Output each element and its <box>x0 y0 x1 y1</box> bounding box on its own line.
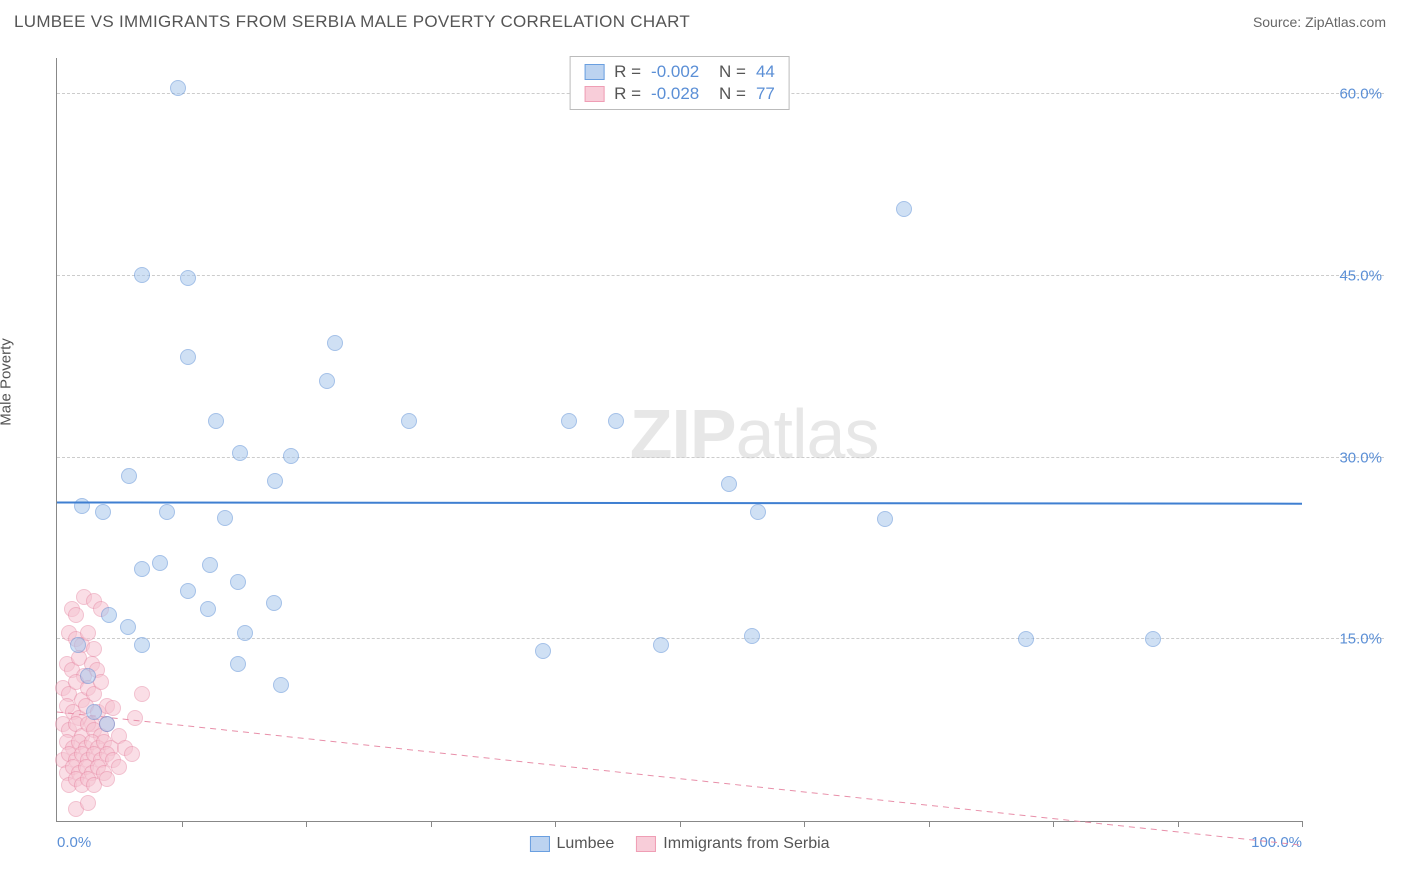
x-tick <box>929 821 930 827</box>
y-tick-label: 45.0% <box>1339 268 1382 285</box>
legend-r-value: -0.002 <box>651 62 709 82</box>
x-tick <box>804 821 805 827</box>
legend-swatch-lumbee <box>584 64 604 80</box>
legend-item-lumbee: Lumbee <box>529 835 614 853</box>
y-axis-label: Male Poverty <box>0 338 15 426</box>
legend-n-value: 44 <box>756 62 775 82</box>
y-tick-label: 30.0% <box>1339 449 1382 466</box>
legend-stats: R = -0.002 N = 44 R = -0.028 N = 77 <box>569 56 790 110</box>
y-tick-label: 60.0% <box>1339 86 1382 103</box>
legend-swatch-serbia <box>584 86 604 102</box>
x-tick <box>431 821 432 827</box>
legend-label: Lumbee <box>556 835 614 853</box>
x-tick <box>555 821 556 827</box>
y-tick-label: 15.0% <box>1339 631 1382 648</box>
legend-series: Lumbee Immigrants from Serbia <box>529 835 829 853</box>
chart-title: LUMBEE VS IMMIGRANTS FROM SERBIA MALE PO… <box>14 12 690 32</box>
legend-stats-row: R = -0.002 N = 44 <box>584 61 775 83</box>
legend-stats-row: R = -0.028 N = 77 <box>584 83 775 105</box>
legend-r-value: -0.028 <box>651 84 709 104</box>
x-tick <box>680 821 681 827</box>
legend-r-label: R = <box>614 62 641 82</box>
legend-item-serbia: Immigrants from Serbia <box>636 835 829 853</box>
x-tick <box>1302 821 1303 827</box>
legend-r-label: R = <box>614 84 641 104</box>
legend-swatch-serbia <box>636 836 656 852</box>
legend-swatch-lumbee <box>529 836 549 852</box>
legend-n-label: N = <box>719 62 746 82</box>
x-tick <box>182 821 183 827</box>
x-tick <box>1053 821 1054 827</box>
chart-header: LUMBEE VS IMMIGRANTS FROM SERBIA MALE PO… <box>0 0 1406 40</box>
chart-source: Source: ZipAtlas.com <box>1253 14 1386 30</box>
x-tick <box>306 821 307 827</box>
trend-line <box>57 58 1302 821</box>
legend-label: Immigrants from Serbia <box>663 835 829 853</box>
legend-n-value: 77 <box>756 84 775 104</box>
x-axis-min-label: 0.0% <box>57 834 91 851</box>
x-tick <box>1178 821 1179 827</box>
plot-area: ZIPatlas R = -0.002 N = 44 R = -0.028 N … <box>56 58 1302 822</box>
chart-container: Male Poverty ZIPatlas R = -0.002 N = 44 … <box>14 44 1392 878</box>
legend-n-label: N = <box>719 84 746 104</box>
